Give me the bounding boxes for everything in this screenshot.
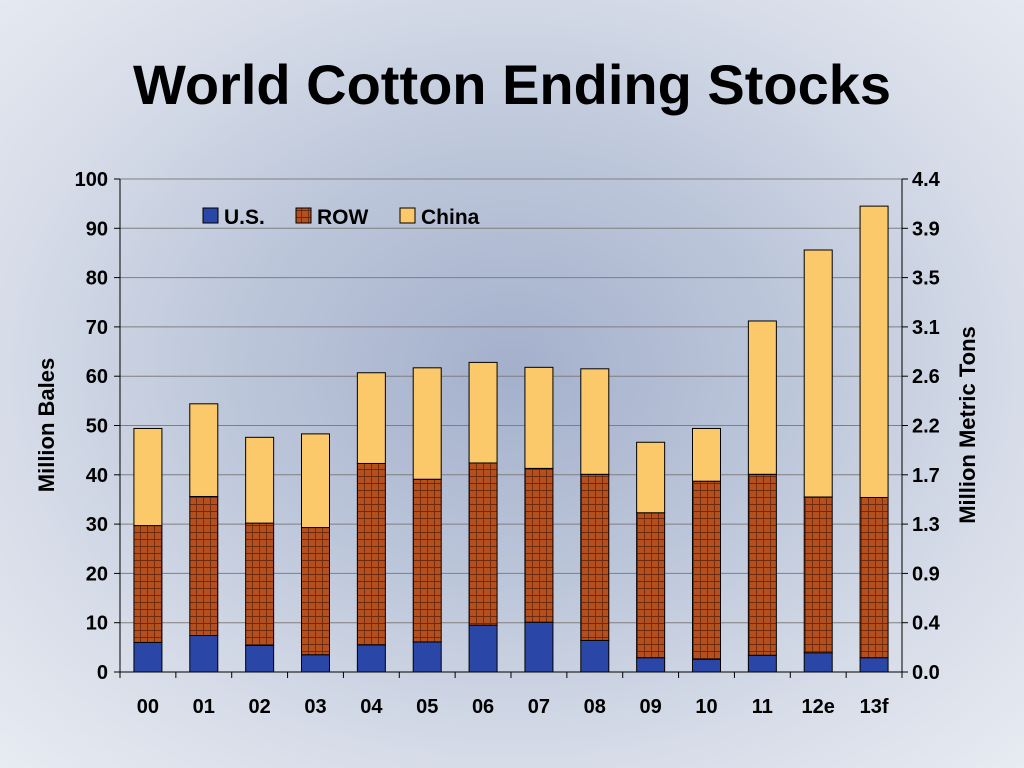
bar-us-10 xyxy=(692,658,721,673)
bar-us-02 xyxy=(245,644,275,673)
bar-row-00 xyxy=(133,525,163,643)
x-tick-label: 13f xyxy=(860,696,889,718)
bar-us-13f xyxy=(859,657,889,673)
x-tick-label: 00 xyxy=(137,696,159,718)
x-tick-label: 07 xyxy=(528,696,550,718)
x-tick-label: 11 xyxy=(752,696,773,718)
y-tick-label: 90 xyxy=(86,218,108,240)
y2-tick-label: 3.9 xyxy=(912,218,940,240)
y2-tick-label: 0.0 xyxy=(912,662,940,684)
y2-tick-label: 3.5 xyxy=(912,268,940,290)
y-tick-label: 60 xyxy=(86,366,108,388)
y-axis-title: Million Bales xyxy=(34,358,59,492)
bar-china-01 xyxy=(189,403,219,497)
x-tick-label: 12e xyxy=(802,696,835,718)
gridlines xyxy=(120,178,902,624)
bar-row-13f xyxy=(859,496,889,659)
bar-row-11 xyxy=(747,473,777,656)
bar-china-08 xyxy=(580,368,610,475)
legend: U.S. ROW China xyxy=(202,206,480,229)
bar-us-04 xyxy=(356,644,386,673)
bar-row-05 xyxy=(412,478,442,643)
legend-swatch-china xyxy=(399,207,416,224)
bar-row-09 xyxy=(636,512,666,659)
y-axis-ticks: 0 10 20 30 40 50 60 70 80 90 100 xyxy=(75,169,120,684)
bar-china-13f xyxy=(859,205,889,498)
bar-row-06 xyxy=(468,462,498,626)
bars xyxy=(133,205,889,673)
x-axis-ticks: 00 01 02 03 04 05 06 07 08 09 10 11 12e 13f xyxy=(119,672,903,718)
x-tick-label: 10 xyxy=(695,696,717,718)
bar-china-10 xyxy=(692,427,721,482)
y2-tick-label: 1.7 xyxy=(912,465,940,487)
legend-label-row: ROW xyxy=(317,206,369,229)
bar-row-04 xyxy=(356,462,386,646)
bar-china-09 xyxy=(636,441,666,514)
bar-row-01 xyxy=(189,495,219,637)
legend-swatch-us xyxy=(202,207,219,224)
bar-china-03 xyxy=(301,433,330,529)
x-tick-label: 06 xyxy=(472,696,494,718)
bar-us-05 xyxy=(412,641,442,673)
y-tick-label: 100 xyxy=(75,169,108,191)
bar-china-06 xyxy=(468,361,498,464)
y-tick-label: 70 xyxy=(86,317,108,339)
x-tick-label: 01 xyxy=(193,696,215,718)
bar-us-01 xyxy=(189,635,219,673)
bar-china-05 xyxy=(412,367,442,480)
y2-tick-label: 1.3 xyxy=(912,514,940,536)
x-tick-label: 04 xyxy=(360,696,383,718)
bar-row-12e xyxy=(803,496,833,654)
y-tick-label: 40 xyxy=(86,465,108,487)
bar-china-00 xyxy=(133,427,163,527)
bar-us-08 xyxy=(580,639,610,673)
bar-us-11 xyxy=(747,654,777,673)
y2-axis-title: Million Metric Tons xyxy=(955,326,980,524)
y-tick-label: 50 xyxy=(86,416,108,438)
bar-row-07 xyxy=(524,467,554,623)
bar-china-07 xyxy=(524,366,554,469)
bar-us-03 xyxy=(301,654,330,673)
y-tick-label: 0 xyxy=(97,662,108,684)
y2-tick-label: 2.2 xyxy=(912,416,940,438)
y2-tick-label: 3.1 xyxy=(912,317,940,339)
bar-row-02 xyxy=(245,522,275,646)
bar-row-08 xyxy=(580,473,610,641)
y-tick-label: 20 xyxy=(86,563,108,585)
x-tick-label: 02 xyxy=(249,696,271,718)
x-tick-label: 03 xyxy=(304,696,326,718)
x-tick-label: 09 xyxy=(640,696,662,718)
bar-us-07 xyxy=(524,621,554,673)
y2-tick-label: 2.6 xyxy=(912,366,940,388)
bar-us-00 xyxy=(133,641,163,673)
y2-tick-label: 0.9 xyxy=(912,563,940,585)
y-tick-label: 30 xyxy=(86,514,108,536)
bar-row-10 xyxy=(692,480,721,660)
y2-tick-label: 0.4 xyxy=(912,613,941,635)
legend-swatch-row xyxy=(295,207,312,224)
bar-china-02 xyxy=(245,436,275,524)
bar-china-04 xyxy=(356,372,386,464)
y2-tick-label: 4.4 xyxy=(912,169,941,191)
bar-row-03 xyxy=(301,527,330,656)
legend-label-china: China xyxy=(421,206,480,229)
bar-china-12e xyxy=(803,249,833,498)
bar-us-06 xyxy=(468,624,498,673)
bar-us-09 xyxy=(636,657,666,673)
y-tick-label: 10 xyxy=(86,613,108,635)
bar-china-11 xyxy=(747,320,777,475)
x-tick-label: 08 xyxy=(584,696,606,718)
x-tick-label: 05 xyxy=(416,696,438,718)
y2-axis-ticks: 0.0 0.4 0.9 1.3 1.7 2.2 2.6 3.1 3.5 3.9 4.4 xyxy=(902,169,941,684)
y-tick-label: 80 xyxy=(86,268,108,290)
bar-us-12e xyxy=(803,652,833,673)
slide-title: World Cotton Ending Stocks xyxy=(132,53,892,116)
legend-label-us: U.S. xyxy=(224,206,265,229)
